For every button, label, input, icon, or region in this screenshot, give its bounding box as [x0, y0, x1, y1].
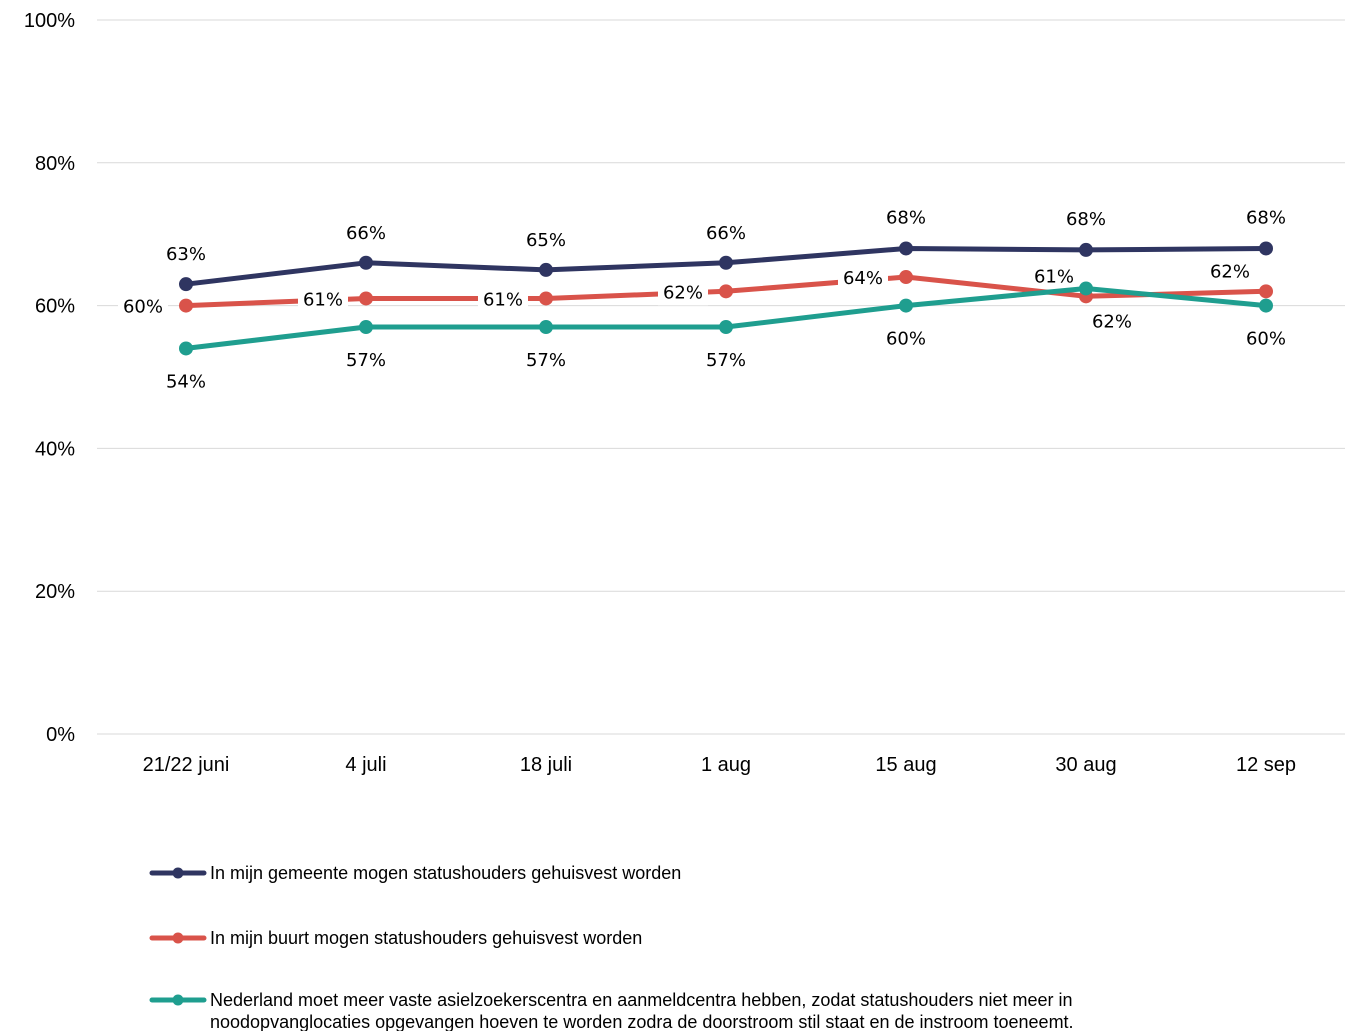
data-label: 60%	[1246, 329, 1286, 350]
data-point	[899, 298, 913, 313]
data-label-background	[838, 264, 888, 292]
x-tick-label: 12 sep	[1236, 754, 1296, 776]
data-point	[1079, 242, 1093, 257]
legend-label: noodopvanglocaties opgevangen hoeven te …	[210, 1012, 1074, 1031]
data-label: 68%	[886, 207, 926, 228]
data-point	[1259, 241, 1273, 256]
data-label: 61%	[1034, 266, 1074, 287]
x-tick-label: 1 aug	[701, 754, 751, 776]
data-label: 60%	[886, 329, 926, 350]
data-label: 57%	[346, 350, 386, 371]
data-label: 66%	[346, 223, 386, 244]
x-tick-label: 30 aug	[1055, 754, 1116, 776]
data-label: 60%	[123, 297, 163, 318]
y-axis-ticks: 0% 20% 40% 60% 80% 100%	[24, 10, 75, 746]
data-label: 62%	[1092, 311, 1132, 332]
legend-label: Nederland moet meer vaste asielzoekersce…	[210, 990, 1073, 1010]
data-point	[899, 270, 913, 285]
data-label-background	[298, 285, 348, 313]
data-label: 61%	[303, 289, 343, 310]
data-point	[179, 298, 193, 313]
data-point	[539, 262, 553, 277]
data-label: 62%	[663, 282, 703, 303]
data-point	[179, 277, 193, 292]
data-label-background	[478, 285, 528, 313]
data-label-background	[118, 292, 168, 320]
series-lines	[179, 241, 1273, 356]
y-tick-label: 0%	[46, 724, 75, 746]
data-labels: 63% 66% 65% 66% 68% 68% 68% 60% 61% 61% 62% 64% 61% 6…	[118, 207, 1286, 392]
data-label: 66%	[706, 223, 746, 244]
x-tick-label: 4 juli	[345, 754, 386, 776]
data-point	[539, 291, 553, 306]
data-label: 64%	[843, 268, 883, 289]
data-label: 62%	[1210, 261, 1250, 282]
data-label: 68%	[1246, 207, 1286, 228]
data-point	[179, 341, 193, 356]
legend: In mijn gemeente mogen statushouders geh…	[149, 863, 1074, 1031]
data-point	[719, 284, 733, 299]
data-point	[359, 255, 373, 270]
data-point	[1259, 298, 1273, 313]
data-label: 65%	[526, 230, 566, 251]
data-label: 63%	[166, 244, 206, 265]
y-tick-label: 20%	[35, 581, 75, 603]
x-tick-label: 21/22 juni	[143, 754, 230, 776]
x-tick-label: 18 juli	[520, 754, 572, 776]
x-tick-label: 15 aug	[875, 754, 936, 776]
legend-swatch-marker	[172, 867, 184, 879]
y-tick-label: 40%	[35, 438, 75, 460]
data-label: 54%	[166, 371, 206, 392]
data-label: 57%	[706, 350, 746, 371]
data-point	[719, 320, 733, 335]
data-point	[359, 291, 373, 306]
data-label-background	[658, 278, 708, 306]
gridlines	[97, 19, 1345, 735]
legend-swatch-marker	[172, 932, 184, 944]
legend-swatch-marker	[172, 994, 184, 1006]
data-label: 61%	[483, 289, 523, 310]
x-axis-ticks: 21/22 juni 4 juli 18 juli 1 aug 15 aug 30 aug…	[143, 754, 1296, 776]
data-point	[719, 255, 733, 270]
legend-label: In mijn buurt mogen statushouders gehuis…	[210, 928, 642, 948]
data-point	[359, 320, 373, 335]
data-point	[899, 241, 913, 256]
y-tick-label: 60%	[35, 296, 75, 318]
data-label: 68%	[1066, 209, 1106, 230]
data-label: 57%	[526, 350, 566, 371]
data-point	[1259, 284, 1273, 299]
data-point	[1079, 281, 1093, 296]
y-tick-label: 80%	[35, 153, 75, 175]
data-point	[539, 320, 553, 335]
legend-label: In mijn gemeente mogen statushouders geh…	[210, 863, 681, 883]
y-tick-label: 100%	[24, 10, 75, 32]
